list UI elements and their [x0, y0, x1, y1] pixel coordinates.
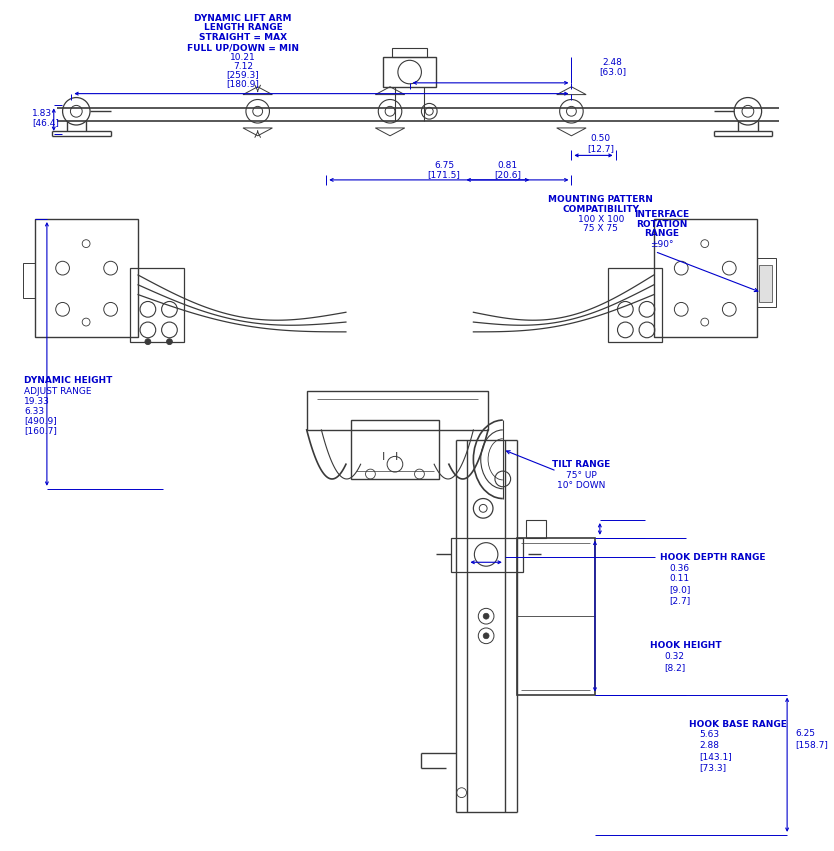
Text: HOOK BASE RANGE: HOOK BASE RANGE: [689, 720, 787, 728]
Text: STRAIGHT = MAX: STRAIGHT = MAX: [199, 33, 287, 43]
Text: FULL UP/DOWN = MIN: FULL UP/DOWN = MIN: [187, 43, 299, 52]
Circle shape: [167, 339, 173, 345]
Text: 2.48: 2.48: [603, 58, 622, 66]
Text: HOOK DEPTH RANGE: HOOK DEPTH RANGE: [660, 553, 765, 562]
Text: 100 X 100: 100 X 100: [578, 214, 624, 224]
Text: COMPATIBILITY: COMPATIBILITY: [562, 205, 640, 214]
Text: [143.1]: [143.1]: [699, 752, 731, 761]
Text: RANGE: RANGE: [644, 229, 679, 238]
Text: 75° UP: 75° UP: [565, 471, 596, 479]
Text: [180.9]: [180.9]: [227, 79, 259, 89]
Polygon shape: [759, 266, 772, 302]
Text: I: I: [382, 453, 384, 462]
Text: [63.0]: [63.0]: [599, 67, 626, 77]
Text: 7.12: 7.12: [233, 61, 253, 71]
Text: 0.36: 0.36: [670, 563, 690, 573]
Text: 0.32: 0.32: [665, 652, 685, 661]
Text: 0.50: 0.50: [590, 134, 610, 143]
Text: 2.88: 2.88: [699, 741, 719, 750]
Text: ROTATION: ROTATION: [636, 220, 687, 229]
Text: [8.2]: [8.2]: [665, 663, 686, 671]
Text: [12.7]: [12.7]: [587, 144, 615, 153]
Text: 6.33: 6.33: [24, 407, 44, 416]
Text: [158.7]: [158.7]: [795, 740, 828, 749]
Text: [160.7]: [160.7]: [24, 426, 58, 436]
Circle shape: [483, 633, 489, 639]
Text: I: I: [395, 453, 399, 462]
Text: 10.21: 10.21: [230, 53, 256, 62]
Text: [20.6]: [20.6]: [495, 170, 521, 180]
Text: [46.4]: [46.4]: [33, 118, 59, 128]
Text: ±90°: ±90°: [650, 240, 673, 249]
Text: 19.33: 19.33: [24, 397, 50, 406]
Text: HOOK HEIGHT: HOOK HEIGHT: [650, 641, 721, 650]
Text: [2.7]: [2.7]: [670, 596, 691, 605]
Text: [171.5]: [171.5]: [428, 170, 460, 180]
Text: 6.75: 6.75: [434, 161, 454, 169]
Text: 75 X 75: 75 X 75: [584, 225, 618, 233]
Text: 1.83: 1.83: [33, 109, 53, 117]
Text: 0.81: 0.81: [498, 161, 518, 169]
Circle shape: [483, 614, 489, 620]
Text: TILT RANGE: TILT RANGE: [552, 460, 610, 469]
Text: DYNAMIC HEIGHT: DYNAMIC HEIGHT: [24, 376, 113, 386]
Text: LENGTH RANGE: LENGTH RANGE: [203, 24, 283, 32]
Text: 6.25: 6.25: [795, 729, 815, 739]
Text: 5.63: 5.63: [699, 730, 719, 740]
Text: [9.0]: [9.0]: [670, 585, 691, 594]
Text: DYNAMIC LIFT ARM: DYNAMIC LIFT ARM: [194, 14, 292, 23]
Text: 10° DOWN: 10° DOWN: [557, 482, 605, 490]
Text: MOUNTING PATTERN: MOUNTING PATTERN: [549, 195, 653, 204]
Text: [490.9]: [490.9]: [24, 417, 57, 426]
Text: [259.3]: [259.3]: [227, 71, 259, 79]
Text: ADJUST RANGE: ADJUST RANGE: [24, 387, 92, 397]
Text: [73.3]: [73.3]: [699, 762, 726, 772]
Circle shape: [145, 339, 151, 345]
Text: 0.11: 0.11: [670, 574, 690, 584]
Text: INTERFACE: INTERFACE: [634, 209, 689, 219]
